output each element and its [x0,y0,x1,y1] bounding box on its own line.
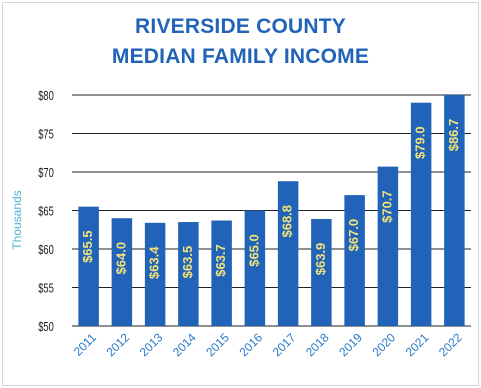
y-tick-label: $60 [38,244,54,258]
bar-value-label: $63.7 [213,244,228,277]
bar-value-label: $70.7 [379,190,394,223]
y-tick-label: $65 [38,205,54,219]
bar [311,218,332,326]
y-tick-label: $80 [38,90,54,104]
bar-value-label: $65.0 [246,234,261,267]
x-tick-label: 2013 [137,330,166,359]
x-tick-label: 2016 [236,330,265,359]
chart-title-line-1: RIVERSIDE COUNTY [135,15,346,38]
y-tick-label: $55 [38,282,54,296]
bar [111,218,133,326]
bar [78,206,99,326]
x-tick-label: 2022 [436,330,465,359]
x-tick-label: 2021 [403,330,432,359]
x-axis-ticks: 2011 2012 2013 2014 2015 2016 2017 2018 2019 2020… [71,330,465,359]
bar [277,181,299,326]
bar [444,95,465,326]
bar-value-label: $63.5 [180,246,195,279]
chart-title-line-2: MEDIAN FAMILY INCOME [111,45,370,68]
y-tick-label: $75 [38,128,54,142]
bar-value-label: $64.0 [113,242,128,275]
x-tick-label: 2011 [71,330,99,358]
bar-value-label: $79.0 [413,126,428,159]
bar [344,195,365,326]
y-axis-ticks: $50 $55 $60 $65 $70 $75 $80 [38,90,54,335]
bar-value-label: $63.4 [147,246,162,279]
x-tick-label: 2015 [203,330,232,359]
bar [410,102,432,326]
bar-value-label: $65.5 [80,230,95,263]
x-tick-label: 2012 [103,330,132,359]
bar [244,210,266,326]
y-tick-label: $50 [38,321,54,335]
bar [211,220,232,326]
bars: $65.5 $64.0 $63.4 $63.5 $63.7 $65.0 $68.8 $63.9… [78,95,465,326]
y-axis-label: Thousands [10,190,24,249]
y-tick-label: $70 [38,167,54,181]
x-tick-label: 2017 [270,330,299,359]
bar-value-label: $63.9 [313,243,328,276]
bar-value-label: $86.7 [446,119,461,152]
bar-value-label: $68.8 [280,205,295,238]
x-tick-label: 2019 [336,330,365,359]
bar [178,222,199,326]
x-tick-label: 2014 [170,330,199,359]
bar [144,222,166,326]
gridlines [72,94,471,327]
x-tick-label: 2018 [303,330,332,359]
bar [377,166,399,326]
x-tick-label: 2020 [369,330,398,359]
bar-value-label: $67.0 [346,219,361,252]
